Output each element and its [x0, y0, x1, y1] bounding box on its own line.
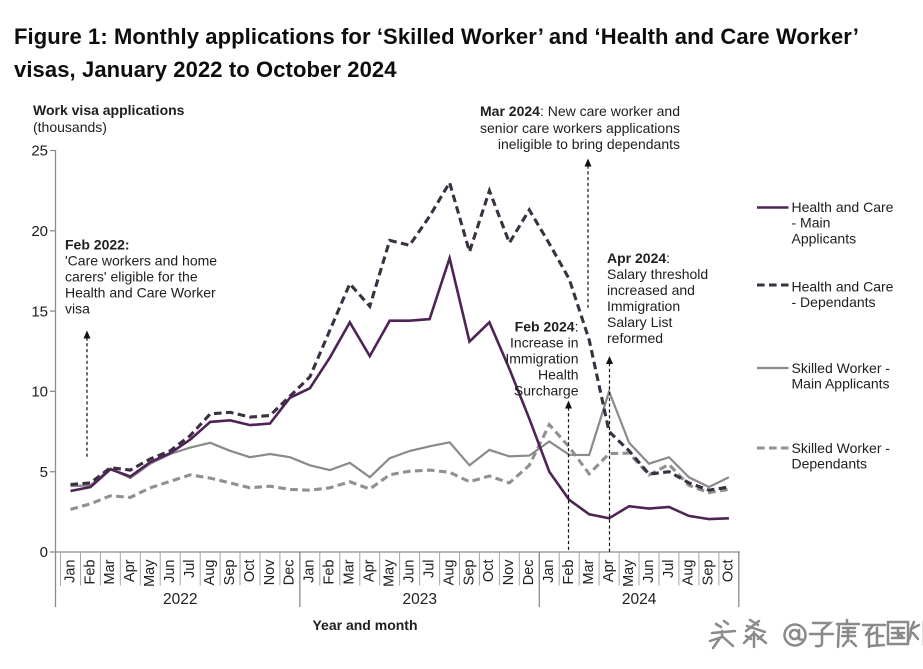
svg-text:May: May [382, 559, 398, 587]
svg-text:Dependants: Dependants [792, 456, 868, 472]
svg-text:May: May [142, 559, 158, 587]
svg-text:Jul: Jul [421, 560, 437, 579]
svg-text:Salary threshold: Salary threshold [607, 266, 708, 282]
svg-text:Immigration: Immigration [607, 298, 680, 314]
svg-text:Main Applicants: Main Applicants [792, 376, 890, 392]
svg-text:5: 5 [40, 464, 48, 481]
svg-text:reformed: reformed [607, 330, 663, 346]
svg-text:Apr 2024:: Apr 2024: [607, 250, 670, 266]
svg-text:Aug: Aug [202, 560, 218, 586]
svg-text:Health and Care Worker: Health and Care Worker [65, 285, 216, 301]
svg-text:Sep: Sep [461, 560, 477, 586]
svg-text:10: 10 [31, 384, 48, 401]
svg-text:Oct: Oct [721, 560, 737, 583]
svg-text:visa: visa [65, 301, 90, 317]
svg-text:'Care workers and home: 'Care workers and home [65, 253, 217, 269]
svg-text:increased and: increased and [607, 282, 695, 298]
svg-text:Skilled Worker -: Skilled Worker - [792, 440, 891, 456]
svg-text:2023: 2023 [402, 591, 436, 608]
svg-text:Jul: Jul [661, 560, 677, 579]
svg-text:Mar 2024: New care worker and: Mar 2024: New care worker and [480, 103, 680, 119]
svg-text:20: 20 [31, 223, 48, 240]
svg-text:ineligible to bring dependants: ineligible to bring dependants [498, 136, 680, 152]
svg-text:- Dependants: - Dependants [792, 294, 876, 310]
svg-text:Aug: Aug [681, 560, 697, 586]
svg-text:carers' eligible for the: carers' eligible for the [65, 269, 198, 285]
svg-text:Apr: Apr [601, 559, 617, 582]
svg-text:Sep: Sep [222, 560, 238, 586]
svg-text:2024: 2024 [622, 591, 657, 608]
svg-text:Surcharge: Surcharge [514, 383, 579, 399]
svg-text:- Main: - Main [792, 215, 831, 231]
svg-text:May: May [621, 559, 637, 587]
svg-text:Jun: Jun [162, 560, 178, 583]
svg-text:Health: Health [538, 367, 578, 383]
svg-text:Nov: Nov [262, 559, 278, 586]
svg-text:Feb 2022:: Feb 2022: [65, 237, 130, 253]
svg-text:15: 15 [31, 303, 48, 320]
svg-text:Year and month: Year and month [312, 617, 417, 633]
svg-text:Skilled Worker -: Skilled Worker - [792, 360, 891, 376]
svg-text:Feb: Feb [561, 560, 577, 585]
svg-text:Immigration: Immigration [505, 351, 578, 367]
svg-text:Nov: Nov [501, 559, 517, 586]
svg-text:Feb: Feb [82, 560, 98, 585]
svg-text:Applicants: Applicants [792, 230, 857, 246]
svg-text:2022: 2022 [163, 591, 197, 608]
svg-text:Health and Care: Health and Care [792, 278, 894, 294]
svg-text:Mar: Mar [342, 559, 358, 584]
svg-text:25: 25 [31, 143, 48, 160]
svg-text:Increase in: Increase in [510, 335, 578, 351]
svg-text:Mar: Mar [102, 559, 118, 584]
svg-text:Dec: Dec [282, 560, 298, 586]
svg-text:0: 0 [40, 544, 48, 561]
svg-text:Dec: Dec [521, 560, 537, 586]
svg-text:(thousands): (thousands) [33, 119, 107, 135]
svg-text:Salary List: Salary List [607, 314, 672, 330]
svg-text:Jun: Jun [401, 560, 417, 583]
svg-text:Apr: Apr [122, 559, 138, 582]
svg-text:Jun: Jun [641, 560, 657, 583]
svg-text:Jul: Jul [182, 560, 198, 579]
svg-text:Oct: Oct [481, 560, 497, 583]
svg-text:Jan: Jan [302, 560, 318, 583]
svg-text:Aug: Aug [441, 560, 457, 586]
svg-text:Jan: Jan [62, 560, 78, 583]
svg-text:Health and Care: Health and Care [792, 199, 894, 215]
svg-text:Mar: Mar [581, 559, 597, 584]
svg-text:Work visa applications: Work visa applications [33, 102, 185, 118]
svg-text:Jan: Jan [541, 560, 557, 583]
svg-text:Sep: Sep [701, 560, 717, 586]
svg-text:Oct: Oct [242, 560, 258, 583]
svg-text:Feb 2024:: Feb 2024: [515, 319, 579, 335]
svg-text:Feb: Feb [322, 560, 338, 585]
svg-text:senior care workers applicatio: senior care workers applications [480, 120, 680, 136]
svg-text:Apr: Apr [362, 559, 378, 582]
